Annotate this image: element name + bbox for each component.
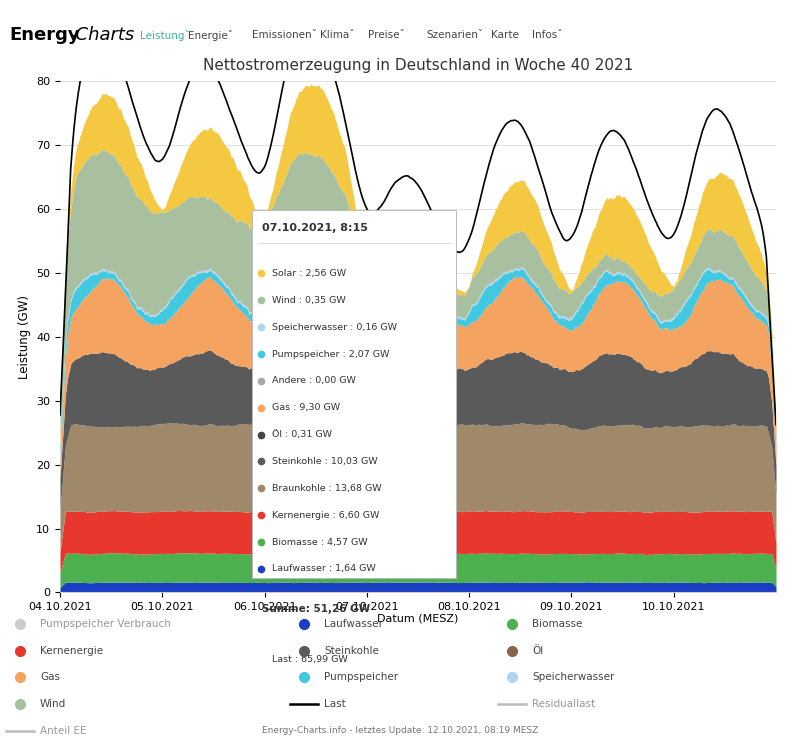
Text: Emissionenˇ: Emissionenˇ (252, 30, 317, 40)
Text: Infosˇ: Infosˇ (532, 30, 562, 40)
Text: Braunkohle : 13,68 GW: Braunkohle : 13,68 GW (272, 484, 382, 493)
Text: Klimaˇ: Klimaˇ (320, 30, 354, 40)
Text: Last: Last (324, 699, 346, 709)
Text: Gas: Gas (40, 673, 60, 682)
Text: Kernenergie : 6,60 GW: Kernenergie : 6,60 GW (272, 511, 380, 520)
Text: Öl : 0,31 GW: Öl : 0,31 GW (272, 430, 333, 439)
Text: Laufwasser : 1,64 GW: Laufwasser : 1,64 GW (272, 565, 376, 573)
Text: Pumpspeicher Verbrauch: Pumpspeicher Verbrauch (40, 620, 171, 629)
Text: 07.10.2021, 8:15: 07.10.2021, 8:15 (262, 222, 368, 233)
Text: Öl: Öl (532, 646, 543, 656)
X-axis label: Datum (MESZ): Datum (MESZ) (378, 614, 458, 623)
Text: Energy-Charts.info - letztes Update: 12.10.2021, 08:19 MESZ: Energy-Charts.info - letztes Update: 12.… (262, 726, 538, 735)
Text: Steinkohle : 10,03 GW: Steinkohle : 10,03 GW (272, 457, 378, 466)
Text: Residuallast: Residuallast (532, 699, 595, 709)
Title: Nettostromerzeugung in Deutschland in Woche 40 2021: Nettostromerzeugung in Deutschland in Wo… (203, 58, 633, 73)
Text: Pumpspeicher: Pumpspeicher (324, 673, 398, 682)
Text: Summe: 51,26 GW: Summe: 51,26 GW (262, 604, 370, 615)
Text: Andere : 0,00 GW: Andere : 0,00 GW (272, 376, 356, 386)
Text: Last : 65,99 GW: Last : 65,99 GW (272, 654, 348, 664)
Text: Wind : 0,35 GW: Wind : 0,35 GW (272, 296, 346, 305)
Text: Speicherwasser : 0,16 GW: Speicherwasser : 0,16 GW (272, 322, 398, 332)
Text: Anteil EE: Anteil EE (40, 726, 86, 735)
Text: Gas : 9,30 GW: Gas : 9,30 GW (272, 403, 341, 412)
Text: Steinkohle: Steinkohle (324, 646, 379, 656)
Text: Speicherwasser: Speicherwasser (532, 673, 614, 682)
Y-axis label: Leistung (GW): Leistung (GW) (18, 294, 30, 379)
Text: Preiseˇ: Preiseˇ (368, 30, 405, 40)
Text: Kernenergie: Kernenergie (40, 646, 103, 656)
Text: Laufwasser: Laufwasser (324, 620, 383, 629)
Text: Karte: Karte (491, 30, 519, 40)
Text: Wind: Wind (40, 699, 66, 709)
Text: Energy: Energy (10, 26, 80, 44)
FancyBboxPatch shape (252, 210, 456, 578)
Text: Leistungˇ: Leistungˇ (140, 30, 190, 40)
Text: Pumpspeicher : 2,07 GW: Pumpspeicher : 2,07 GW (272, 350, 390, 358)
Text: -Charts: -Charts (70, 26, 135, 44)
Text: Solar : 2,56 GW: Solar : 2,56 GW (272, 269, 346, 278)
Text: Biomasse : 4,57 GW: Biomasse : 4,57 GW (272, 537, 368, 547)
Text: Energieˇ: Energieˇ (188, 30, 233, 40)
Text: Szenarienˇ: Szenarienˇ (426, 30, 483, 40)
Text: Biomasse: Biomasse (532, 620, 582, 629)
